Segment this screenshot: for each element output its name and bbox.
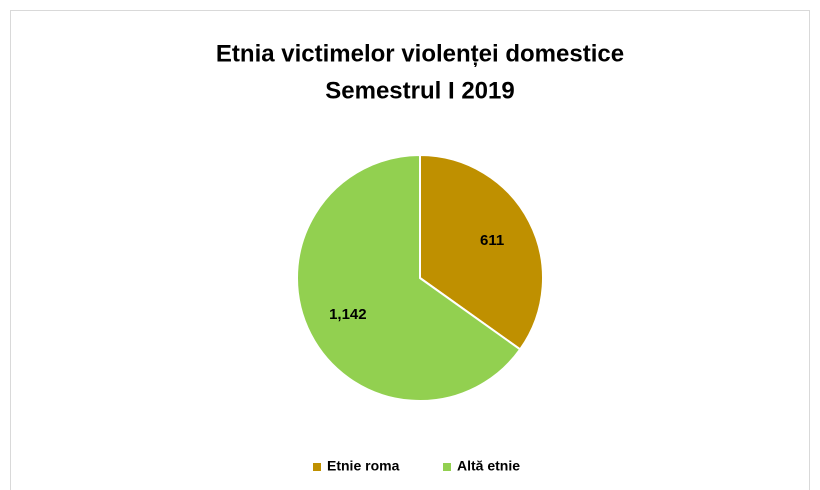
legend-swatch — [443, 463, 451, 471]
pie-slice — [296, 153, 522, 402]
data-label: 1,142 — [329, 306, 367, 323]
legend-label: Altă etnie — [457, 458, 520, 474]
legend-label: Etnie roma — [327, 458, 400, 474]
chart-title: Semestrul I 2019 — [325, 77, 514, 104]
legend-swatch — [313, 463, 321, 471]
chart-title: Etnia victimelor violenței domestice — [216, 40, 624, 67]
pie-slice — [419, 153, 544, 351]
data-label: 611 — [480, 232, 504, 249]
